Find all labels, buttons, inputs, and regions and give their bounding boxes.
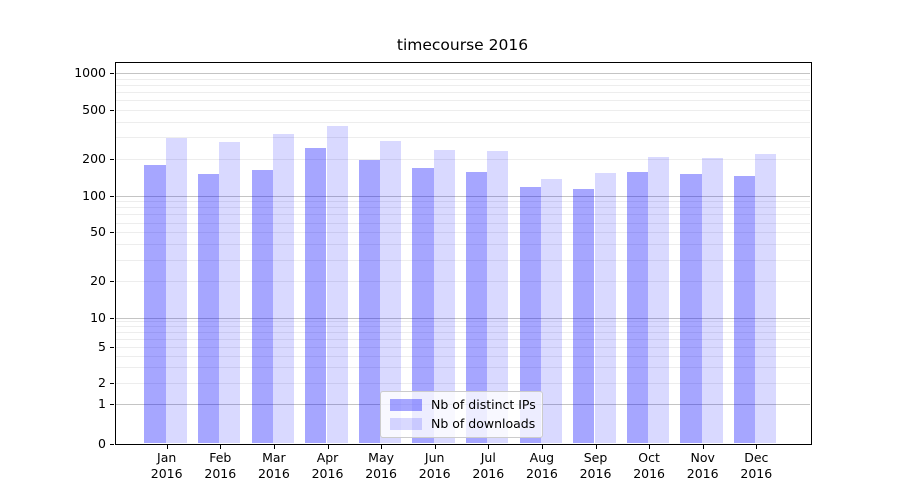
y-tick-label: 500 [82,101,106,117]
gridline [115,109,810,111]
bar-downloads-feb [219,142,241,444]
y-tick-mark [110,347,114,348]
x-tick-label: May 2016 [365,449,397,481]
x-tick-label: Sep 2016 [579,449,612,481]
bar-downloads-jul [487,150,509,444]
bar-downloads-may [380,141,402,444]
bar-ips-aug [519,187,541,444]
y-tick-label: 2 [98,375,106,390]
x-tick-mark [649,444,651,449]
y-tick-label: 100 [82,187,106,203]
bar-downloads-aug [540,178,562,444]
bar-downloads-jan [165,138,187,444]
gridline [115,137,810,139]
bar-ips-sep [573,188,595,444]
bar-ips-nov [680,174,702,444]
legend: Nb of distinct IPs Nb of downloads [380,391,543,438]
x-tick-mark [220,444,222,449]
gridline [115,84,810,86]
y-tick-mark [110,281,114,283]
y-tick-mark [110,404,114,405]
legend-label: Nb of downloads [431,416,536,431]
x-tick-mark [488,444,490,449]
legend-swatch-downloads [390,418,422,430]
x-tick-mark [327,444,329,449]
legend-item-downloads: Nb of downloads [390,416,536,431]
x-tick-mark [273,444,275,449]
bar-ips-jan [144,165,166,444]
legend-swatch-distinct-ips [390,399,422,411]
legend-item-distinct-ips: Nb of distinct IPs [390,397,536,412]
y-tick-mark [110,195,114,197]
x-tick-mark [381,444,383,449]
y-tick-label: 200 [82,150,106,166]
bar-ips-apr [305,148,327,444]
bar-ips-jun [412,167,434,444]
y-tick-mark [110,383,114,384]
x-tick-label: Apr 2016 [311,449,344,481]
bar-downloads-dec [755,154,777,444]
bar-ips-dec [733,175,756,444]
x-tick-label: Jan 2016 [150,449,183,481]
y-tick-mark [110,109,114,111]
bar-downloads-oct [648,156,670,444]
bar-downloads-sep [594,172,616,444]
bar-ips-jul [465,171,488,444]
y-tick-mark [110,318,114,319]
y-tick-mark [110,158,114,160]
x-tick-label: Nov 2016 [686,449,719,481]
x-tick-label: Oct 2016 [633,449,665,481]
gridline [115,73,810,74]
y-tick-mark [110,232,114,234]
bar-ips-feb [197,174,220,444]
y-tick-mark [110,443,114,445]
x-tick-mark [434,444,436,449]
x-tick-label: Mar 2016 [257,449,290,481]
y-tick-label: 0 [98,435,106,451]
x-tick-mark [702,444,704,449]
gridline [115,100,810,102]
y-tick-label: 1 [98,396,106,411]
bar-downloads-jun [433,150,455,444]
bar-downloads-nov [701,157,723,444]
x-tick-mark [756,444,758,449]
gridline [115,121,810,123]
y-tick-label: 10 [90,310,106,325]
y-tick-mark [110,73,114,74]
bar-ips-mar [251,170,273,444]
y-tick-label: 50 [90,224,106,240]
x-tick-mark [541,444,543,449]
gridline [115,78,810,80]
x-tick-label: Jul 2016 [472,449,505,481]
legend-label: Nb of distinct IPs [431,397,536,412]
x-tick-label: Aug 2016 [525,449,558,481]
bar-ips-may [358,159,381,444]
bar-downloads-apr [326,126,348,444]
x-tick-label: Feb 2016 [204,449,237,481]
bar-downloads-mar [272,133,294,444]
gridline [115,91,810,93]
x-tick-mark [166,444,168,449]
y-tick-label: 20 [90,273,106,289]
y-tick-label: 5 [98,339,106,354]
x-tick-label: Dec 2016 [740,449,773,481]
x-tick-mark [595,444,597,449]
y-tick-label: 1000 [74,65,106,80]
chart-title: timecourse 2016 [396,36,529,54]
x-tick-label: Jun 2016 [418,449,451,481]
bar-ips-oct [626,171,649,444]
